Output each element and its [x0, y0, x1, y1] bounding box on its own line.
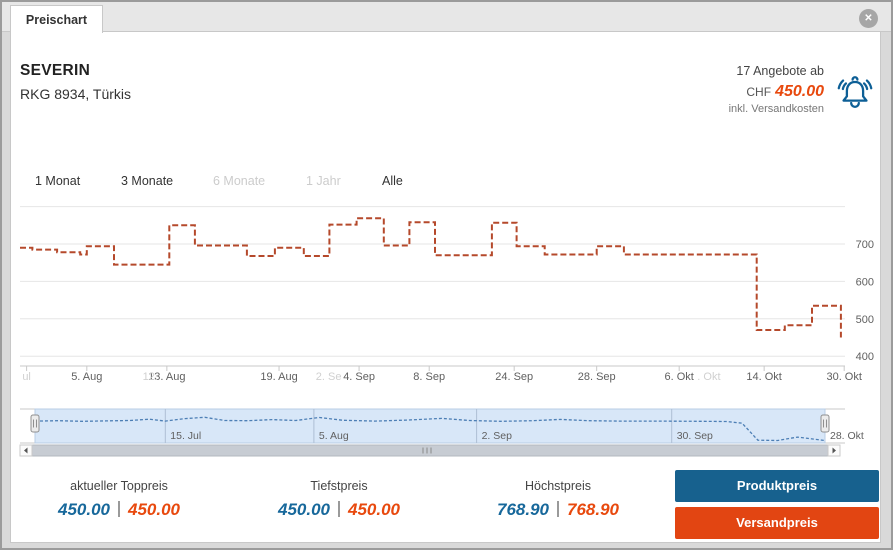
y-tick-label: 700	[856, 239, 874, 251]
stat-label: Höchstpreis	[525, 479, 591, 493]
offer-info: 17 Angebote ab CHF 450.00 inkl. Versandko…	[729, 64, 824, 116]
price-alert-bell-icon[interactable]	[834, 72, 876, 114]
offer-price: 450.00	[775, 82, 824, 100]
x-tick-label-ghost: . Okt	[697, 371, 720, 383]
stat-product-value: 450.00	[58, 500, 110, 519]
chart-navigator: 15. Jul 5. Aug 2. Sep 30. Sep 28. Okt	[19, 408, 864, 457]
shipping-note: inkl. Versandkosten	[728, 102, 824, 115]
navigator-tick-label: 5. Aug	[319, 430, 349, 442]
x-tick-label: 4. Sep	[343, 371, 375, 383]
close-icon: ✕	[864, 13, 873, 24]
x-tick-label: 5. Aug	[71, 371, 102, 383]
value-separator	[557, 501, 559, 517]
modal-titlebar	[2, 2, 891, 32]
y-tick-label: 500	[856, 314, 874, 326]
currency-label: CHF	[746, 84, 772, 99]
range-button-3: 6 Monate	[213, 174, 266, 188]
offer-count: 17 Angebote ab	[736, 64, 824, 78]
product-model: RKG 8934, Türkis	[20, 86, 132, 102]
value-separator	[118, 501, 120, 517]
value-separator	[338, 501, 340, 517]
scrollbar-arrow-right-icon	[832, 447, 836, 454]
x-tick-label: 8. Sep	[413, 371, 445, 383]
navigator-tick-label: 28. Okt	[830, 430, 864, 442]
x-tick-label: 24. Sep	[495, 371, 533, 383]
y-tick-label: 600	[856, 276, 874, 288]
offer-price-line: CHF 450.00	[729, 82, 824, 102]
navigator-handle-right[interactable]	[820, 414, 830, 433]
range-button-5[interactable]: Alle	[382, 174, 403, 188]
x-tick-label-ghost: 2. Se	[316, 371, 342, 383]
produktpreis-button[interactable]: Produktpreis	[675, 470, 879, 502]
stat-shipping-value: 450.00	[128, 500, 180, 519]
chart-panel	[10, 32, 881, 543]
navigator-handle-left[interactable]	[30, 414, 40, 433]
stat-highest-price: Höchstpreis 768.90 768.90	[458, 479, 658, 520]
scrollbar-thumb[interactable]	[31, 444, 829, 457]
price-step-line	[20, 217, 842, 338]
navigator-tick-label: 2. Sep	[482, 430, 513, 442]
x-tick-label: 19. Aug	[260, 371, 297, 383]
stat-product-value: 450.00	[278, 500, 330, 519]
navigator-tick-label: 30. Sep	[677, 430, 713, 442]
x-tick-label: 13. Aug	[148, 371, 185, 383]
close-button[interactable]: ✕	[859, 9, 878, 28]
versandpreis-button[interactable]: Versandpreis	[675, 507, 879, 539]
navigator-series-line	[34, 416, 826, 442]
range-button-2[interactable]: 3 Monate	[121, 174, 174, 188]
stat-product-value: 768.90	[497, 500, 549, 519]
stat-current-top-price: aktueller Toppreis 450.00 450.00	[19, 479, 219, 520]
x-tick-label: 28. Sep	[578, 371, 616, 383]
scrollbar-arrow-left-icon	[24, 447, 28, 454]
x-tick-label: 30. Okt	[826, 371, 861, 383]
range-button-1[interactable]: 1 Monat	[35, 174, 81, 188]
x-tick-label: 14. Okt	[746, 371, 781, 383]
product-brand: SEVERIN	[20, 62, 91, 79]
x-tick-label-ghost: 12.	[143, 371, 158, 383]
range-button-4: 1 Jahr	[306, 174, 341, 188]
tab-preischart[interactable]: Preischart	[10, 5, 103, 33]
price-chart: 700 600 500 400 5. Aug 13. Aug 19. Aug 4. Sep 8.…	[20, 206, 874, 383]
x-tick-label-ghost: ul	[22, 371, 31, 383]
stat-label: aktueller Toppreis	[70, 479, 168, 493]
y-tick-label: 400	[856, 351, 874, 363]
stat-lowest-price: Tiefstpreis 450.00 450.00	[239, 479, 439, 520]
navigator-tick-label: 15. Jul	[170, 430, 201, 442]
stat-label: Tiefstpreis	[310, 479, 368, 493]
x-tick-label: 6. Okt	[665, 371, 694, 383]
stat-shipping-value: 768.90	[567, 500, 619, 519]
stat-shipping-value: 450.00	[348, 500, 400, 519]
